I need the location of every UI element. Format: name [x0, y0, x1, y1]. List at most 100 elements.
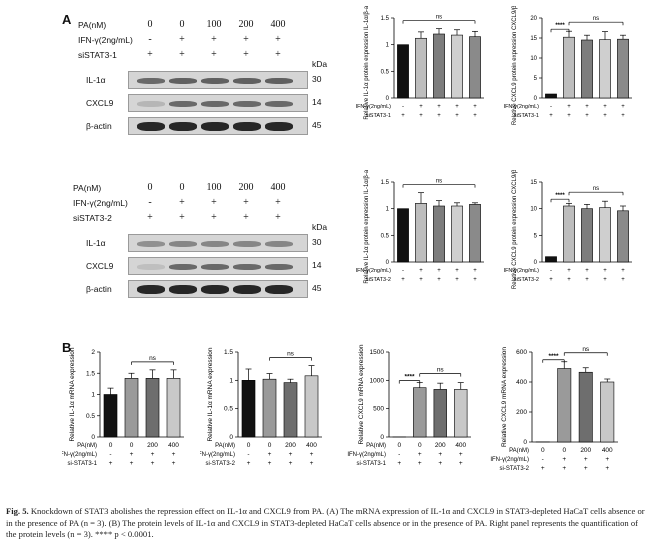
condition-row-value: + — [455, 104, 459, 110]
condition-row-value: + — [567, 104, 571, 110]
condition-value: 200 — [238, 19, 254, 30]
y-tick-label: 10 — [530, 56, 537, 62]
y-axis-label: Relative CXCL9 protein expression CXCL9/… — [512, 170, 518, 289]
condition-row-value: + — [289, 460, 293, 467]
y-tick-label: 1 — [91, 392, 95, 399]
condition-row-value: + — [459, 451, 463, 458]
condition-row-value: + — [418, 451, 422, 458]
protein-band — [265, 122, 293, 131]
condition-row-value: + — [247, 460, 251, 467]
condition-row-value: + — [418, 460, 422, 467]
condition-value: + — [147, 212, 153, 223]
condition-value: + — [211, 49, 217, 60]
protein-band — [169, 285, 197, 294]
chart-il1a-protein-sistat3-1: 0 0.5 1 1.5 Relative IL-1α protein expressio… — [356, 6, 484, 120]
condition-value: - — [148, 197, 152, 208]
condition-row-value: + — [562, 456, 566, 463]
bar — [469, 204, 481, 263]
y-tick-label: 0 — [229, 434, 233, 441]
condition-row-label: PA(nM) — [215, 443, 235, 449]
condition-row-value: + — [584, 465, 588, 472]
protein-band — [137, 122, 165, 131]
protein-band — [137, 285, 165, 294]
significance-label: **** — [404, 374, 415, 381]
condition-row-value: 400 — [602, 447, 613, 454]
protein-band — [233, 101, 261, 107]
bar — [433, 389, 447, 438]
bar — [617, 210, 629, 263]
condition-row-value: 0 — [397, 442, 401, 449]
condition-value: + — [243, 34, 249, 45]
condition-row-label: siSTAT3-1 — [366, 113, 391, 119]
y-tick-label: 5 — [534, 233, 538, 239]
bar — [145, 378, 160, 438]
western-blot-sistat3-1: PA(nM) 0 0 100 200 400 IFN-γ(2ng/mL) - + + + + siSTA… — [0, 19, 345, 160]
condition-row-value: + — [268, 451, 272, 458]
y-tick-label: 0.5 — [381, 233, 390, 239]
kda-value: 45 — [312, 120, 322, 130]
y-tick-label: 1 — [386, 207, 390, 213]
condition-row-value: + — [289, 451, 293, 458]
condition-row-label: siSTAT3-1 — [514, 113, 539, 119]
condition-row-value: + — [473, 113, 477, 119]
condition-row-label: IFN-γ(2ng/mL) — [200, 452, 235, 458]
condition-row-label: PA(nM) — [77, 443, 97, 449]
bar — [454, 389, 468, 438]
y-tick-label: 1 — [386, 43, 390, 49]
condition-row-value: - — [109, 451, 111, 458]
condition-label: siSTAT3-1 — [78, 50, 117, 60]
condition-row-value: + — [585, 104, 589, 110]
condition-row-value: + — [455, 277, 459, 283]
significance-label: **** — [548, 353, 559, 360]
protein-band — [169, 101, 197, 107]
condition-row-value: + — [172, 460, 176, 467]
condition-row-value: + — [585, 113, 589, 119]
condition-value: + — [243, 212, 249, 223]
condition-row-value: + — [419, 113, 423, 119]
condition-row-value: + — [401, 113, 405, 119]
y-tick-label: 5 — [534, 76, 538, 82]
condition-value: - — [148, 34, 152, 45]
condition-value: + — [211, 212, 217, 223]
y-tick-label: 0 — [386, 260, 390, 266]
bar — [581, 208, 593, 263]
condition-row-label: PA(nM) — [366, 443, 386, 449]
condition-row-value: + — [438, 451, 442, 458]
condition-row-value: 0 — [130, 442, 134, 449]
protein-band — [265, 264, 293, 270]
y-tick-label: 200 — [516, 409, 527, 416]
bar — [599, 207, 611, 263]
bar — [563, 205, 575, 263]
condition-value: + — [179, 212, 185, 223]
band-label: CXCL9 — [86, 98, 114, 108]
condition-row-value: - — [402, 268, 404, 274]
condition-row-value: + — [151, 451, 155, 458]
protein-band — [265, 241, 293, 247]
y-axis-label: Relative CXCL9 protein expression CXCL9/… — [512, 6, 518, 125]
condition-row-value: 400 — [306, 442, 317, 449]
bar — [563, 36, 575, 99]
condition-row-value: + — [621, 277, 625, 283]
condition-row-value: + — [549, 277, 553, 283]
condition-row-value: + — [459, 460, 463, 467]
condition-row-label: si-STAT3-1 — [68, 461, 98, 467]
y-tick-label: 1000 — [370, 377, 385, 384]
significance-label: ns — [149, 355, 157, 362]
condition-value: + — [275, 212, 281, 223]
condition-row-value: + — [310, 460, 314, 467]
protein-band — [201, 264, 229, 270]
condition-row-value: + — [437, 268, 441, 274]
condition-row-value: + — [130, 460, 134, 467]
condition-value: + — [243, 197, 249, 208]
protein-band — [137, 264, 165, 270]
bar — [545, 93, 557, 99]
condition-row-value: 200 — [285, 442, 296, 449]
condition-row-value: + — [419, 268, 423, 274]
condition-row-value: - — [550, 104, 552, 110]
caption-text: Knockdown of STAT3 abolishes the repress… — [6, 506, 645, 539]
condition-value: 200 — [238, 182, 254, 193]
y-tick-label: 0 — [534, 260, 538, 266]
condition-row-value: + — [151, 460, 155, 467]
protein-band — [201, 101, 229, 107]
condition-row-label: IFN-γ(2ng/mL) — [504, 104, 540, 110]
